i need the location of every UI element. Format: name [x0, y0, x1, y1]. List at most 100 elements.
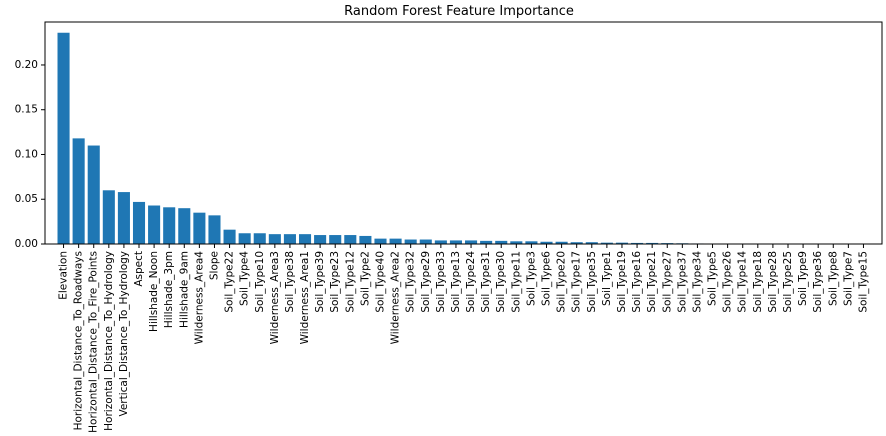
x-tick-label: Soil_Type2: [359, 251, 371, 306]
bar-soil-type38: [283, 234, 296, 244]
bars-group: [57, 32, 870, 244]
x-tick-label: Soil_Type19: [616, 251, 628, 313]
x-tick-label: Soil_Type34: [691, 251, 703, 313]
x-tick-label: Soil_Type40: [374, 251, 386, 313]
bar-soil-type11: [510, 241, 523, 244]
x-tick-label: Wilderness_Area2: [390, 251, 402, 344]
x-tick-label: Soil_Type7: [842, 251, 854, 306]
x-tick-label: Soil_Type13: [450, 251, 462, 313]
x-tick-label: Soil_Type12: [344, 251, 356, 313]
bar-soil-type12: [344, 235, 357, 244]
bar-soil-type31: [480, 240, 493, 244]
y-tick-label: 0.00: [15, 238, 38, 250]
x-tick-label: Wilderness_Area3: [269, 251, 281, 344]
bar-wilderness-area4: [193, 212, 206, 244]
x-tick-label: Soil_Type3: [525, 251, 537, 306]
bar-soil-type24: [465, 240, 478, 244]
bar-aspect: [132, 201, 146, 244]
x-tick-label: Soil_Type1: [601, 251, 613, 306]
x-tick-label: Soil_Type33: [435, 251, 447, 313]
x-tick-label: Wilderness_Area4: [193, 251, 205, 345]
x-tick-label: Hillshade_9am: [178, 251, 190, 328]
x-tick-label: Slope: [208, 251, 220, 280]
x-tick-label: Horizontal_Distance_To_Hydrology: [103, 251, 115, 431]
x-tick-label: Soil_Type37: [676, 251, 688, 313]
x-tick-label: Soil_Type28: [767, 251, 779, 313]
bar-soil-type32: [404, 239, 417, 244]
y-axis: 0.00 0.05 0.10 0.15 0.20: [15, 59, 45, 250]
bar-hillshade-noon: [148, 205, 161, 244]
x-tick-label: Soil_Type9: [797, 251, 809, 306]
x-tick-label: Soil_Type35: [586, 251, 598, 313]
x-tick-label: Elevation: [58, 251, 70, 300]
x-tick-label: Aspect: [133, 251, 145, 287]
x-tick-label: Soil_Type31: [480, 251, 492, 313]
x-tick-label: Soil_Type16: [631, 251, 643, 313]
x-tick-label: Soil_Type8: [827, 251, 839, 306]
x-tick-label: Soil_Type27: [661, 251, 673, 313]
bar-horizontal-distance-to-hydrology: [102, 190, 115, 244]
x-tick-label: Soil_Type30: [495, 251, 507, 313]
x-tick-label: Soil_Type21: [646, 251, 658, 313]
x-tick-label: Soil_Type26: [722, 251, 734, 313]
bar-soil-type22: [223, 229, 236, 244]
x-tick-label: Soil_Type17: [571, 251, 583, 313]
x-tick-label: Vertical_Distance_To_Hydrology: [118, 251, 130, 417]
y-tick-label: 0.15: [15, 104, 38, 116]
x-tick-label: Soil_Type6: [541, 251, 553, 306]
bar-horizontal-distance-to-roadways: [72, 138, 85, 244]
x-tick-label: Soil_Type32: [405, 251, 417, 313]
bar-soil-type23: [329, 235, 342, 244]
x-tick-label: Soil_Type24: [465, 251, 477, 313]
bar-soil-type33: [434, 240, 447, 244]
bar-soil-type16: [631, 242, 644, 244]
x-tick-label: Soil_Type23: [329, 251, 341, 313]
bar-soil-type4: [238, 233, 251, 244]
x-tick-label: Hillshade_Noon: [148, 251, 160, 332]
y-tick-label: 0.10: [15, 148, 38, 160]
bar-soil-type21: [646, 242, 659, 244]
x-tick-label: Soil_Type22: [224, 251, 236, 313]
bar-wilderness-area2: [389, 238, 402, 244]
chart-title: Random Forest Feature Importance: [344, 4, 574, 19]
bar-elevation: [57, 32, 70, 244]
x-tick-label: Soil_Type4: [239, 251, 251, 306]
x-tick-label: Soil_Type5: [707, 251, 719, 306]
bar-slope: [208, 215, 221, 244]
x-tick-label: Horizontal_Distance_To_Roadways: [73, 251, 85, 430]
bar-wilderness-area1: [298, 234, 312, 244]
x-tick-label: Soil_Type15: [857, 251, 869, 313]
x-axis: Elevation Horizontal_Distance_To_Roadways…: [58, 244, 869, 433]
bar-wilderness-area3: [268, 234, 281, 244]
bar-soil-type2: [359, 235, 372, 244]
bar-soil-type35: [585, 242, 598, 244]
bar-soil-type10: [253, 233, 266, 244]
bar-hillshade-9am: [178, 208, 191, 244]
x-tick-label: Wilderness_Area1: [299, 251, 311, 344]
bar-soil-type30: [495, 240, 508, 244]
x-tick-label: Soil_Type14: [737, 251, 749, 313]
bar-soil-type29: [419, 239, 432, 244]
x-tick-label: Hillshade_3pm: [163, 251, 175, 328]
y-tick-label: 0.05: [15, 193, 38, 205]
x-tick-label: Soil_Type10: [254, 251, 266, 313]
bar-soil-type1: [600, 242, 613, 244]
bar-soil-type6: [540, 241, 553, 244]
x-tick-label: Soil_Type39: [314, 251, 326, 313]
bar-soil-type13: [449, 240, 462, 244]
x-tick-label: Horizontal_Distance_To_Fire_Points: [88, 251, 100, 433]
bar-soil-type40: [374, 238, 387, 244]
x-tick-label: Soil_Type25: [782, 251, 794, 313]
bar-soil-type20: [555, 241, 568, 244]
bar-horizontal-distance-to-fire-points: [87, 145, 100, 244]
x-tick-label: Soil_Type18: [752, 251, 764, 313]
bar-soil-type17: [570, 242, 583, 244]
bar-soil-type39: [314, 235, 327, 244]
x-tick-label: Soil_Type36: [812, 251, 824, 313]
x-tick-label: Soil_Type29: [420, 251, 432, 313]
y-tick-label: 0.20: [15, 59, 38, 71]
x-tick-label: Soil_Type11: [510, 251, 522, 313]
x-tick-label: Soil_Type38: [284, 251, 296, 313]
bar-soil-type19: [615, 242, 629, 244]
